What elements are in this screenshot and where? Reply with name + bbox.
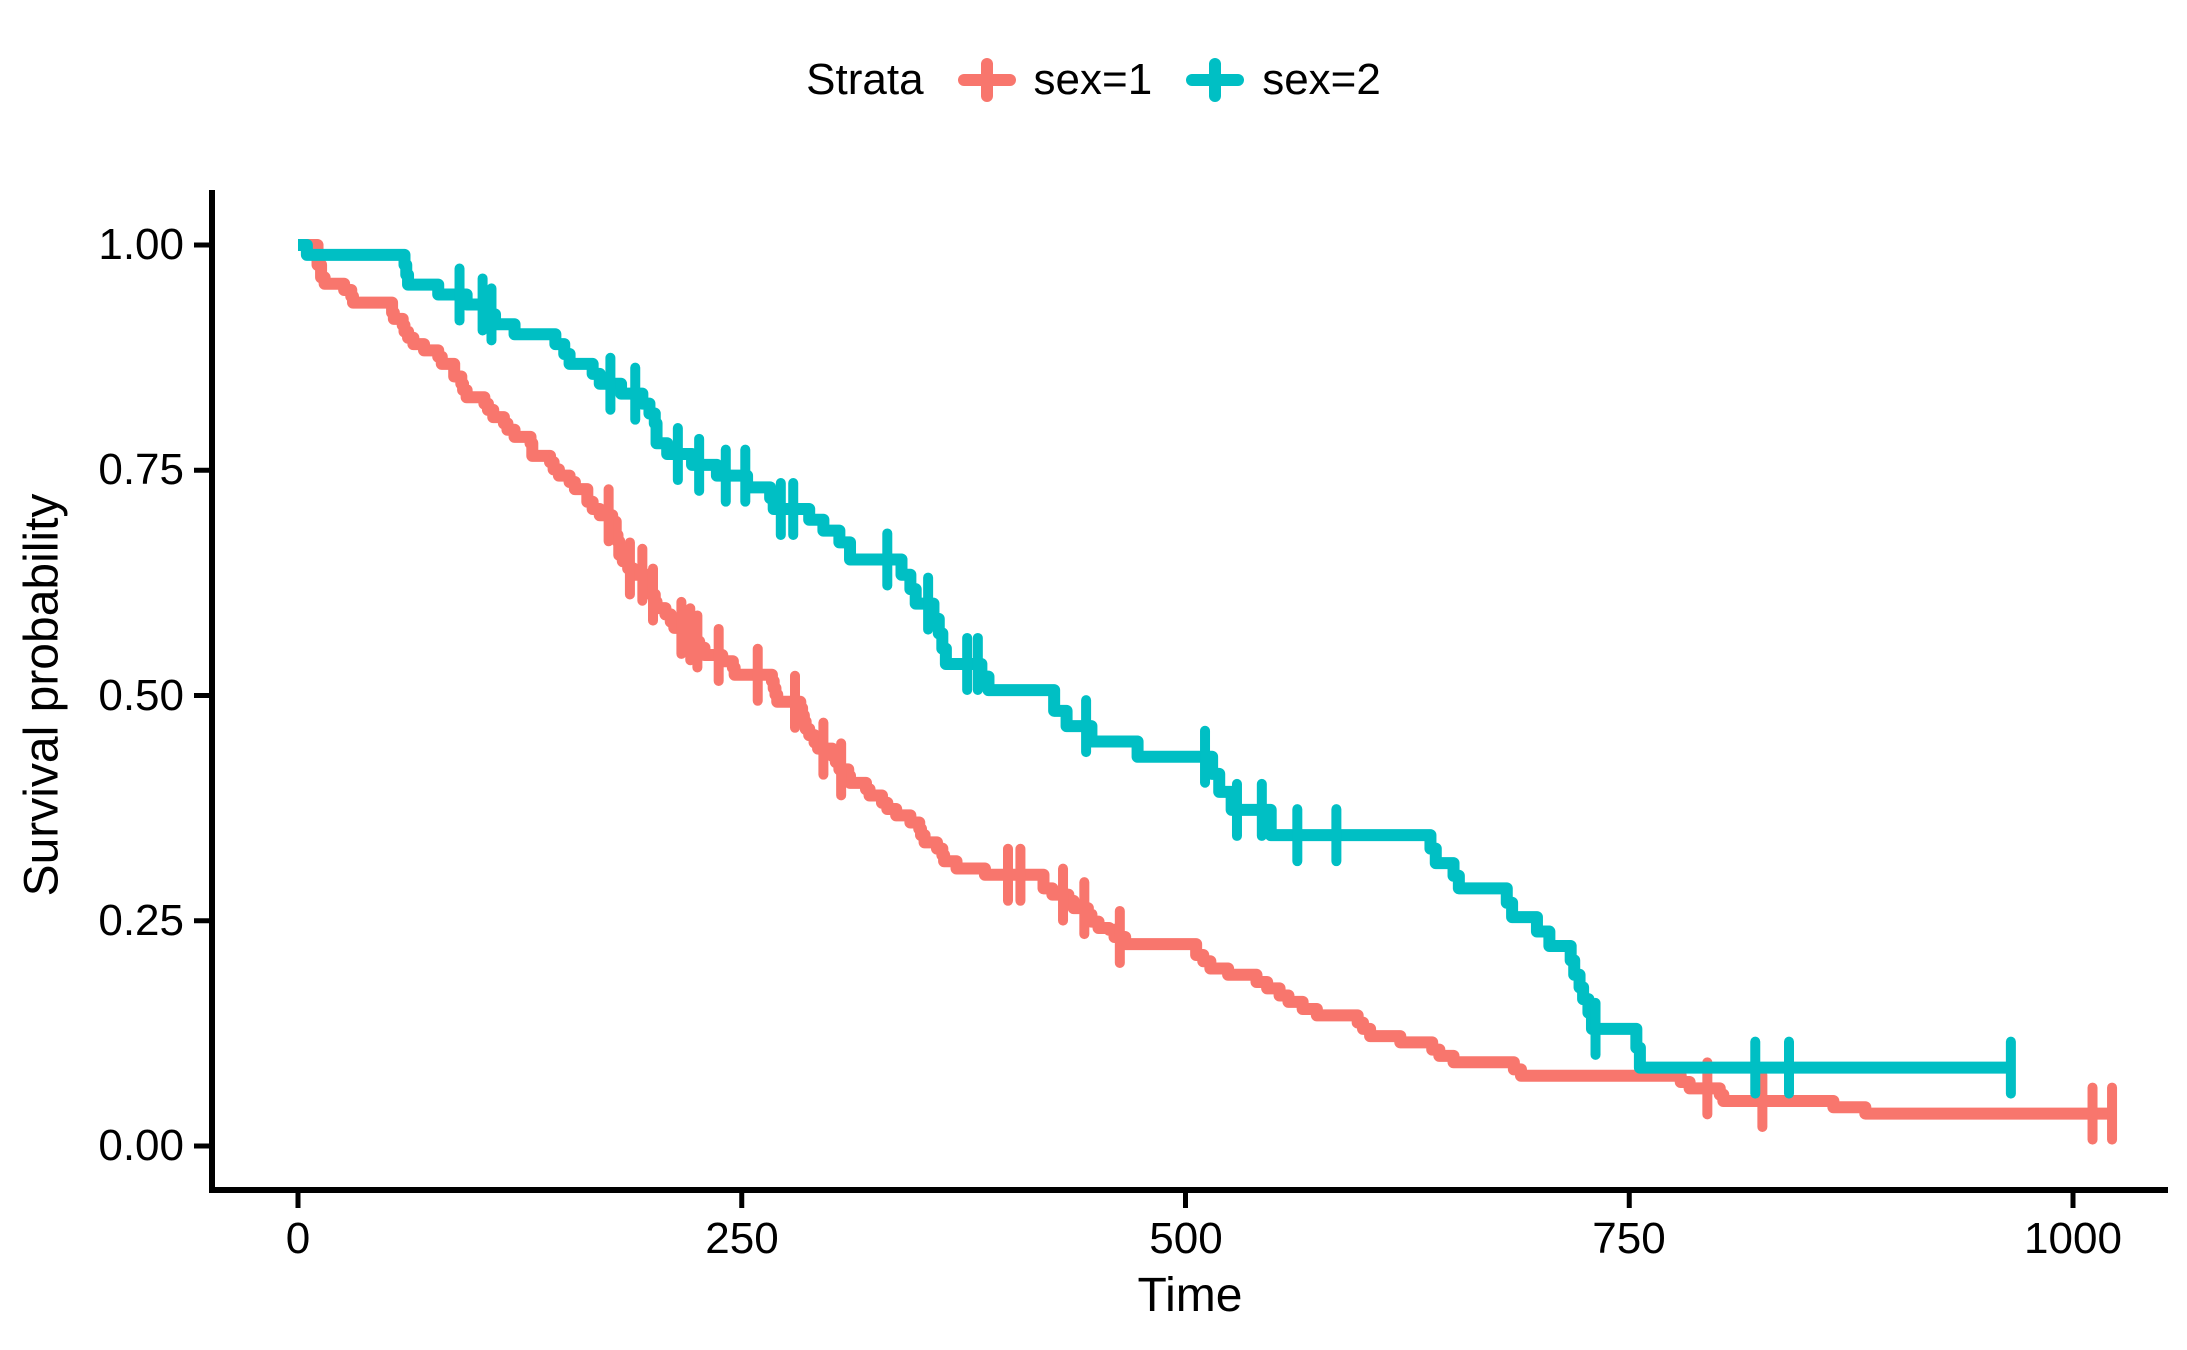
x-tick-label: 1000: [2024, 1214, 2122, 1263]
legend-title: Strata: [806, 55, 924, 104]
y-tick-label: 0.50: [98, 671, 184, 720]
x-tick-label: 250: [705, 1214, 779, 1263]
censor-marks-sex1: [603, 484, 2118, 1145]
legend-label-sex2: sex=2: [1262, 55, 1381, 104]
axis-lines: [209, 190, 2168, 1193]
censor-marks-sex2: [454, 263, 2016, 1099]
x-axis-title: Time: [1137, 1269, 1243, 1322]
legend: Strata sex=1 sex=2: [0, 52, 2187, 108]
legend-label-sex1: sex=1: [1033, 55, 1153, 104]
x-axis-ticks: [295, 1190, 2076, 1208]
x-tick-label: 500: [1149, 1214, 1223, 1263]
legend-item-sex2: sex=2: [1186, 52, 1381, 108]
y-axis-title: Survival probability: [15, 493, 69, 897]
legend-item-sex1: sex=1: [957, 52, 1153, 108]
km-curve-sex2: [298, 239, 2011, 1074]
y-tick-label: 0.25: [98, 896, 184, 945]
y-axis-ticks: [194, 242, 212, 1149]
km-curve-sex1: [298, 239, 2113, 1120]
censor-plus-key-icon: [957, 52, 1016, 108]
y-tick-label: 0.75: [98, 445, 184, 494]
x-tick-label: 750: [1592, 1214, 1666, 1263]
y-tick-label: 1.00: [98, 220, 184, 269]
x-tick-label: 0: [285, 1214, 311, 1263]
censor-plus-key-icon: [1186, 52, 1245, 108]
y-tick-label: 0.00: [98, 1121, 184, 1170]
